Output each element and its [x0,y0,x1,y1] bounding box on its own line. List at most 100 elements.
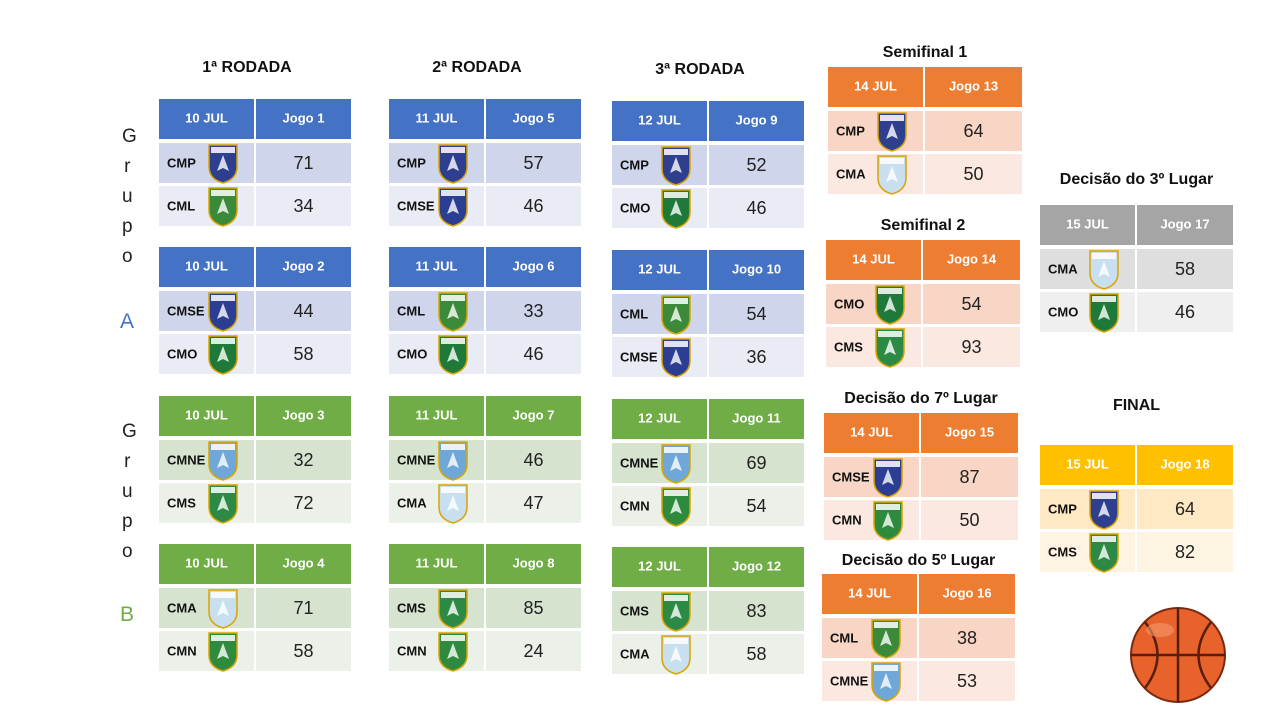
team-cell [157,629,256,673]
header-cell [919,411,1020,455]
crest-band [1092,296,1116,302]
game-date: 12 JUL [638,410,681,425]
game-date: 14 JUL [852,251,895,266]
group-word: Grupo [122,421,137,562]
game-table: 10 JUL Jogo 1 CMP 71 CML 34 [157,97,353,228]
team-score: 54 [746,304,766,324]
crest-band [664,192,688,198]
header-cell [157,542,256,586]
crest-band [874,665,898,671]
game-table: 12 JUL Jogo 9 CMP 52 CMO 46 [610,99,806,230]
crest-band [878,288,902,294]
game-date: 15 JUL [1066,456,1109,471]
crest-emblem [882,469,894,485]
score-cell [1135,247,1235,291]
header-cell [917,572,1017,616]
game-table: 10 JUL Jogo 4 CMA 71 CMN 58 [157,542,353,673]
team-cell [157,332,256,376]
crest-emblem [886,123,898,139]
header-cell [484,245,583,289]
team-name: CMO [834,296,864,311]
team-name: CMN [620,498,650,513]
crest-band [876,461,900,467]
team-score: 57 [523,153,543,173]
team-cell [157,438,256,482]
team-crest [438,292,468,332]
score-cell [1135,290,1235,334]
team-name: CMA [397,495,427,510]
team-score: 58 [293,641,313,661]
team-cell [157,481,256,525]
team-cell [387,289,486,333]
team-crest [208,632,238,672]
team-crest [877,155,907,195]
crest-emblem [884,339,896,355]
game-date: 11 JUL [416,258,458,273]
crest-band [441,190,465,196]
score-cell [707,335,806,379]
round-title: 1ª RODADA [202,59,292,76]
team-name: CMSE [620,349,658,364]
crest-emblem [1098,501,1110,517]
crest-emblem [217,452,229,468]
team-crest [871,619,901,659]
team-name: CMNE [620,455,659,470]
score-cell [484,438,583,482]
team-score: 69 [746,453,766,473]
header-cell [822,411,921,455]
game-title: Semifinal 1 [883,44,968,61]
team-name: CMA [1048,261,1078,276]
team-cell [610,484,709,528]
header-cell [1135,443,1235,487]
team-name: CMN [832,512,862,527]
crest-emblem [670,157,682,173]
header-cell [921,238,1022,282]
team-score: 82 [1175,542,1195,562]
game-table: 11 JUL Jogo 8 CMS 85 CMN 24 [387,542,583,673]
crest-emblem [217,303,229,319]
crest-emblem [670,349,682,365]
game-title: Decisão do 5º Lugar [842,552,995,569]
game-date: 10 JUL [185,110,228,125]
header-cell [157,394,256,438]
team-name: CMA [167,600,197,615]
score-cell [919,498,1020,542]
score-cell [484,586,583,630]
team-score: 52 [746,155,766,175]
game-number: Jogo 1 [283,110,325,125]
score-cell [1135,487,1235,531]
team-crest [875,285,905,325]
crest-emblem [447,495,459,511]
header-cell [1038,203,1137,247]
team-score: 64 [1175,499,1195,519]
team-cell [1038,487,1137,531]
crest-band [664,341,688,347]
game-table: Decisão do 5º Lugar 14 JUL Jogo 16 CML 38 CMN… [820,552,1017,703]
team-score: 64 [963,121,983,141]
team-name: CMS [1048,544,1077,559]
score-cell [707,632,806,676]
team-name: CMP [620,157,649,172]
crest-band [874,622,898,628]
team-score: 50 [959,510,979,530]
header-cell [157,97,256,141]
team-score: 83 [746,601,766,621]
score-cell [254,438,353,482]
team-name: CMNE [830,673,869,688]
game-number: Jogo 15 [945,424,994,439]
crest-emblem [670,603,682,619]
team-cell [826,152,925,196]
team-cell [157,184,256,228]
team-score: 87 [959,467,979,487]
crest-emblem [880,630,892,646]
header-cell [923,65,1024,109]
team-score: 46 [523,196,543,216]
game-title: Decisão do 7º Lugar [844,390,997,407]
game-date: 11 JUL [416,555,458,570]
crest-band [211,147,235,153]
game-date: 10 JUL [185,407,228,422]
game-date: 14 JUL [848,585,891,600]
game-date: 10 JUL [185,258,228,273]
team-score: 85 [523,598,543,618]
crest-band [876,504,900,510]
